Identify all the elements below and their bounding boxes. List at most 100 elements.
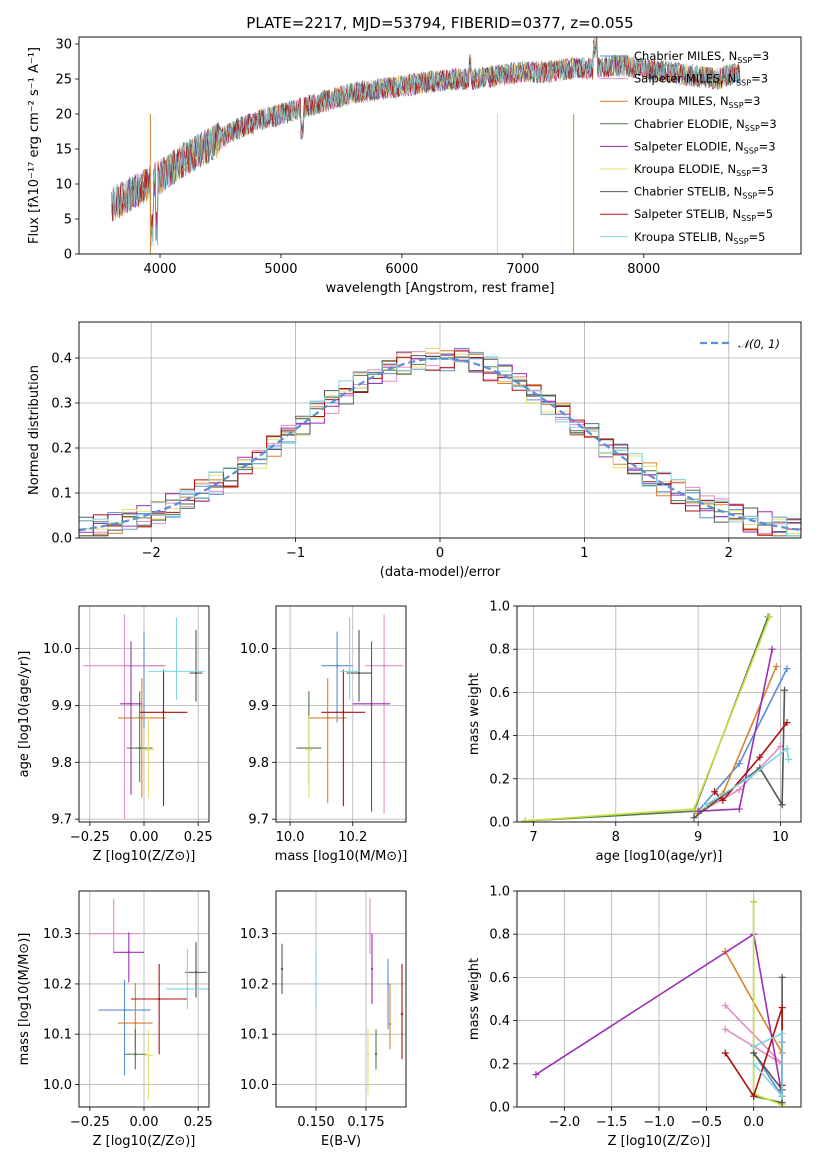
series-marker	[756, 753, 764, 761]
x-tick-label: 8000	[627, 262, 660, 277]
series-marker	[783, 719, 791, 727]
plot-area	[276, 606, 406, 822]
series-marker	[778, 1004, 786, 1012]
series-marker	[711, 788, 719, 796]
x-tick-label: 0.25	[184, 830, 213, 845]
x-tick-label: −1.5	[596, 1115, 628, 1130]
data-point	[374, 1053, 378, 1056]
y-tick-label: 10.1	[43, 1028, 72, 1043]
x-tick-label: −2	[142, 546, 161, 561]
y-tick-label: 0.4	[51, 352, 72, 367]
series-marker	[532, 1071, 540, 1079]
data-point	[357, 671, 361, 675]
y-tick-label: 10.3	[240, 927, 269, 942]
data-point	[140, 716, 144, 720]
y-tick-label: 10.0	[240, 1078, 269, 1093]
y-axis-label: age [log10(age/yr)]	[17, 651, 32, 778]
y-tick-label: 0.6	[489, 686, 510, 701]
legend-label: Salpeter STELIB, NSSP=5	[634, 207, 773, 223]
x-axis-label: wavelength [Angstrom, rest frame]	[326, 281, 555, 296]
data-point	[138, 746, 141, 750]
data-point	[127, 951, 131, 954]
x-tick-label: 0.25	[184, 1115, 213, 1130]
series-marker	[750, 1060, 758, 1068]
y-tick-label: 9.8	[248, 756, 269, 771]
x-axis-label: Z [log10(Z/Z⊙)]	[608, 1134, 711, 1149]
series-marker	[768, 645, 776, 653]
data-point	[123, 664, 126, 667]
series-line	[525, 616, 771, 822]
series-line	[753, 1032, 783, 1099]
data-point	[280, 967, 284, 971]
series-line	[705, 747, 790, 806]
y-tick-label: 1.0	[489, 885, 510, 900]
plot-area	[79, 606, 209, 822]
series-marker	[690, 805, 698, 813]
plot-area	[111, 37, 741, 254]
panel-spectrum: 4000 5000 6000 7000 8000 0 5 10 15 20 25 30 waveleng…	[27, 36, 802, 296]
data-point	[348, 670, 351, 673]
x-tick-label: 0.00	[130, 830, 159, 845]
data-point	[382, 664, 386, 667]
plot-area	[517, 606, 801, 822]
x-tick-label: 0.0	[743, 1115, 764, 1130]
series-marker	[743, 775, 751, 783]
data-point	[134, 1021, 137, 1025]
y-axis-label: Normed distribution	[27, 365, 42, 495]
y-tick-label: 10.2	[43, 977, 72, 992]
y-tick-label: 20	[55, 108, 72, 123]
x-tick-label: 9	[694, 830, 702, 845]
legend-label: Salpeter MILES, NSSP=3	[634, 72, 768, 88]
y-axis-label: Flux [fλ10⁻¹⁷ erg cm⁻² s⁻¹ A⁻¹]	[27, 47, 42, 244]
x-tick-label: 6000	[385, 262, 418, 277]
x-tick-label: 7000	[506, 262, 539, 277]
y-tick-label: 10.0	[43, 642, 72, 657]
y-tick-label: 9.9	[51, 699, 72, 714]
figure-title: PLATE=2217, MJD=53794, FIBERID=0377, z=0…	[246, 14, 633, 32]
axes-frame	[516, 605, 802, 823]
y-tick-label: 0	[64, 248, 72, 263]
y-tick-label: 10.1	[240, 1028, 269, 1043]
y-tick-label: 15	[55, 143, 72, 158]
data-point	[134, 1053, 137, 1056]
legend-label: Salpeter ELODIE, NSSP=3	[634, 139, 776, 155]
series-marker	[719, 796, 727, 804]
series-marker	[735, 805, 743, 813]
series-marker	[778, 973, 786, 981]
data-point	[123, 1008, 126, 1012]
series-marker	[783, 745, 791, 753]
series-line	[693, 690, 786, 819]
normal-curve	[79, 357, 801, 532]
y-tick-label: 25	[55, 73, 72, 88]
legend-label: Chabrier STELIB, NSSP=5	[634, 185, 774, 201]
y-tick-label: 9.7	[51, 813, 72, 828]
x-axis-label: E(B-V)	[321, 1134, 361, 1149]
series-marker	[750, 1092, 758, 1100]
data-point	[314, 982, 318, 986]
plot-area	[276, 891, 406, 1107]
y-tick-label: 0.8	[489, 643, 510, 658]
series-marker	[778, 1092, 786, 1100]
axes-frame	[78, 36, 802, 255]
series-marker	[690, 814, 698, 822]
y-tick-label: 5	[64, 213, 72, 228]
x-tick-label: 5000	[264, 262, 297, 277]
panel-age-vs-Z: −0.25 0.00 0.25 9.7 9.8 9.9 10.0 Z [log10(Z/Z⊙)…	[17, 605, 213, 864]
axes-frame	[78, 890, 210, 1108]
x-tick-label: −1.0	[643, 1115, 675, 1130]
data-point	[175, 670, 178, 673]
data-point	[335, 664, 339, 667]
series-marker	[735, 760, 743, 768]
data-point	[370, 702, 373, 705]
y-tick-label: 0.2	[51, 442, 72, 457]
x-tick-label: 0.00	[130, 1115, 159, 1130]
axes-frame	[275, 890, 407, 1108]
data-point	[194, 971, 198, 974]
y-tick-label: 0.0	[51, 532, 72, 547]
series-marker	[721, 1001, 729, 1009]
series-marker	[778, 1030, 786, 1038]
legend-label: 𝒩(0, 1)	[738, 337, 780, 351]
spectrum-series-line	[111, 40, 741, 236]
data-point	[370, 967, 374, 971]
